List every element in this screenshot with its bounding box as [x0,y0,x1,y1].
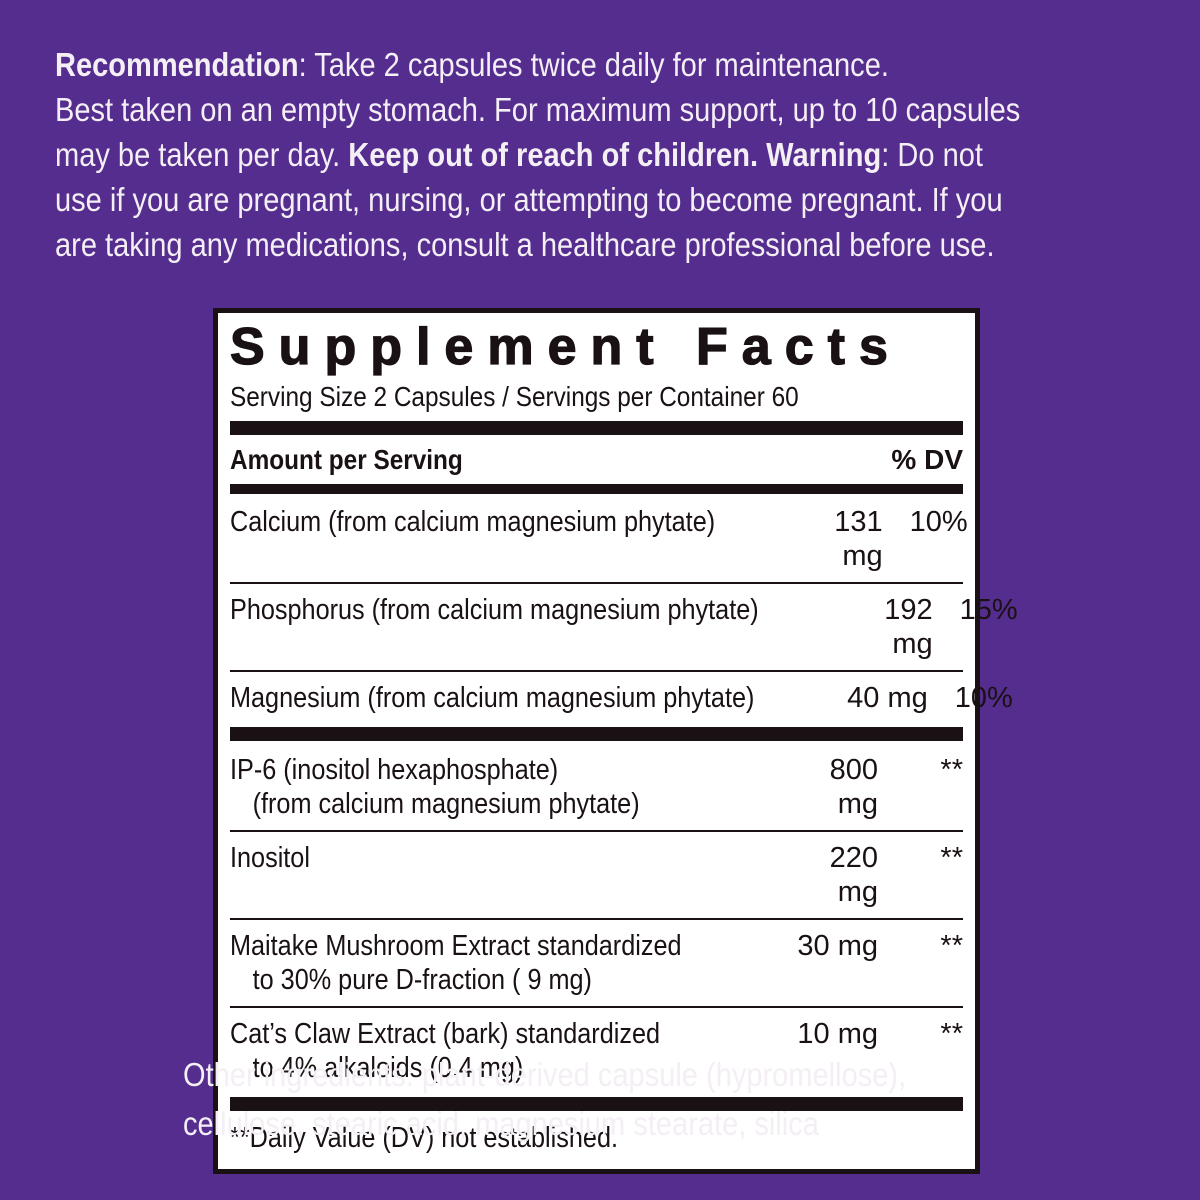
dv-value: 10% [954,682,1013,714]
row-separator [230,830,963,832]
table-header-row: Amount per Serving % DV [230,438,963,482]
ingredient-name-cell: Cat’s Claw Extract (bark) standardized to… [230,1017,783,1085]
recommendation-text: use if you are pregnant, nursing, or att… [55,181,1003,218]
ingredient-name-cell: IP-6 (inositol hexaphosphate) (from calci… [230,753,783,821]
other-ingredients-line: Other ingredients: plant-derived capsule… [183,1056,907,1093]
dv-value: 15% [959,594,1018,626]
recommendation-bold-text: Keep out of reach of children. Warning [348,136,882,173]
amount-value: 10 mg [797,1018,878,1050]
ingredient-name: Inositol [230,842,310,874]
amount-value: 40 mg [847,682,928,714]
row-separator [230,1006,963,1008]
recommendation-line: Best taken on an empty stomach. For maxi… [55,87,1020,132]
dv-value: ** [940,1018,963,1050]
percent-dv-header: % DV [891,444,963,475]
daily-value-footnote-text: **Daily Value (DV) not established. [230,1122,618,1154]
row-separator [230,582,963,584]
ingredient-name-cell: Calcium (from calcium magnesium phytate) [230,505,788,539]
ingredient-name: Cat’s Claw Extract (bark) standardized [230,1018,661,1050]
ingredient-name: Magnesium (from calcium magnesium phytat… [230,682,755,714]
ingredient-name: Maitake Mushroom Extract standardized [230,930,682,962]
ingredient-name-continued: to 4% alkaloids (0.4 mg) [252,1052,524,1084]
recommendation-line: may be taken per day. Keep out of reach … [55,132,1020,177]
ingredient-name-continued: (from calcium magnesium phytate) [252,788,640,820]
dv-value: ** [940,930,963,962]
recommendation-text: are taking any medications, consult a he… [55,226,995,263]
amount-value: 30 mg [797,930,878,962]
ingredient-name-cell: Magnesium (from calcium magnesium phytat… [230,681,833,715]
dv-value: ** [940,842,963,874]
ingredient-name-cell: Maitake Mushroom Extract standardized to … [230,929,783,997]
supplement-row: Maitake Mushroom Extract standardized to … [230,920,963,1006]
serving-size-line: Serving Size 2 Capsules / Servings per C… [230,381,799,412]
botanical-rows-group: IP-6 (inositol hexaphosphate) (from calci… [230,744,963,1094]
ingredient-name-cell: Phosphorus (from calcium magnesium phyta… [230,593,838,627]
ingredient-name-continued: to 30% pure D-fraction ( 9 mg) [252,964,592,996]
recommendation-line: use if you are pregnant, nursing, or att… [55,177,1020,222]
dv-value: ** [940,754,963,786]
supplement-row: IP-6 (inositol hexaphosphate) (from calci… [230,744,963,830]
recommendation-line: Recommendation: Take 2 capsules twice da… [55,42,1020,87]
amount-value: 131 mg [834,506,883,572]
amount-value: 220 mg [829,842,878,908]
row-separator [230,670,963,672]
supplement-row: Inositol 220 mg ** [230,832,963,918]
recommendation-text: : Do not [881,136,983,173]
recommendation-paragraph: Recommendation: Take 2 capsules twice da… [55,42,1152,267]
dv-value: 10% [909,506,968,538]
thick-divider [230,1097,963,1111]
amount-value: 800 mg [829,754,878,820]
ingredient-name: Calcium (from calcium magnesium phytate) [230,506,716,538]
ingredient-name: IP-6 (inositol hexaphosphate) [230,754,559,786]
recommendation-text: may be taken per day. [55,136,349,173]
recommendation-line: are taking any medications, consult a he… [55,222,1020,267]
recommendation-bold-text: Recommendation [55,46,299,83]
recommendation-text: : Take 2 capsules twice daily for mainte… [298,46,889,83]
other-ingredients: Other ingredients: plant-derived capsule… [183,1050,1005,1148]
ingredient-name: Phosphorus (from calcium magnesium phyta… [230,594,759,626]
supplement-row: Calcium (from calcium magnesium phytate)… [230,496,968,582]
mineral-rows-group: Calcium (from calcium magnesium phytate)… [230,496,1018,724]
other-ingredients-line: cellulose, stearic acid, magnesium stear… [183,1105,819,1142]
supplement-row: Magnesium (from calcium magnesium phytat… [230,672,1013,724]
medium-divider [230,484,963,494]
amount-value: 192 mg [884,594,933,660]
daily-value-footnote: **Daily Value (DV) not established. [230,1114,963,1161]
thick-divider [230,727,963,741]
recommendation-text: Best taken on an empty stomach. For maxi… [55,91,1021,128]
supplement-facts-title: Supplement Facts [229,317,902,376]
row-separator [230,918,963,920]
thick-divider [230,421,963,435]
amount-per-serving-header: Amount per Serving [230,444,463,475]
supplement-row: Cat’s Claw Extract (bark) standardized to… [230,1008,963,1094]
supplement-facts-panel: Supplement Facts Serving Size 2 Capsules… [213,308,1018,1174]
supplement-row: Phosphorus (from calcium magnesium phyta… [230,584,1018,670]
ingredient-name-cell: Inositol [230,841,783,875]
